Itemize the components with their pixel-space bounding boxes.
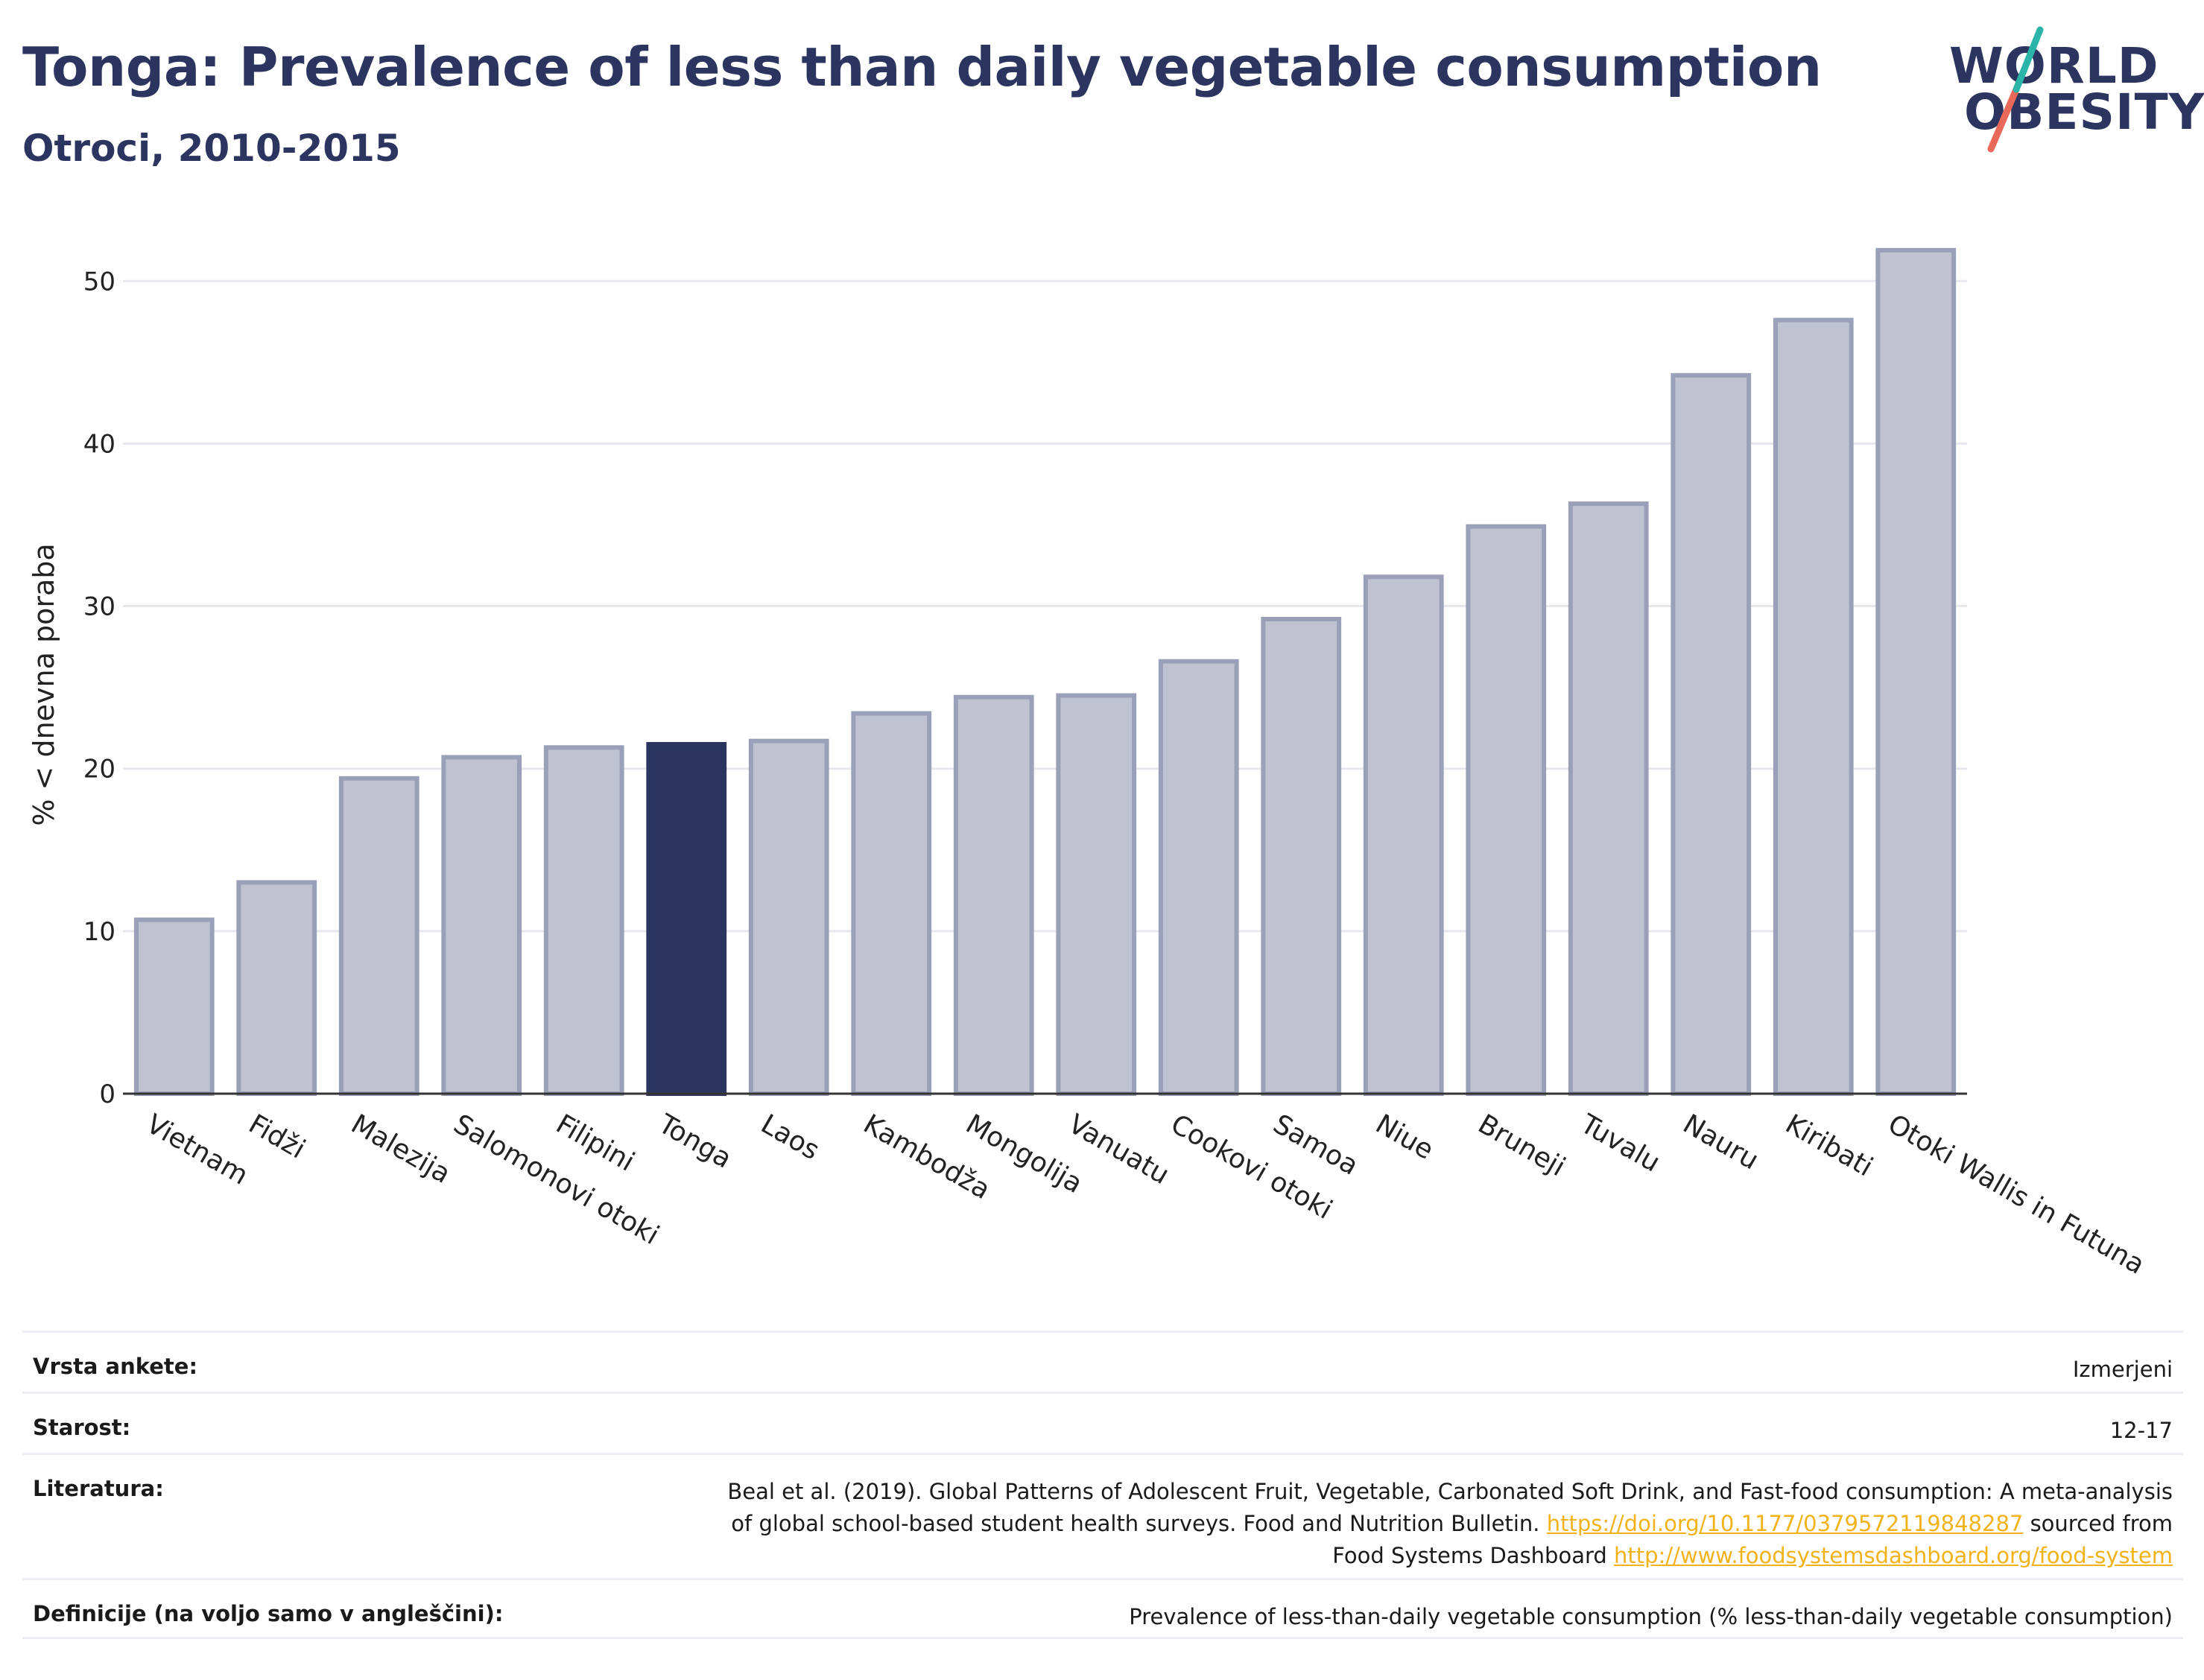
- y-tick-label: 30: [83, 592, 115, 622]
- x-tick-label: Laos: [756, 1109, 824, 1166]
- bar-niue[interactable]: [1363, 574, 1444, 1096]
- y-tick-label: 10: [83, 917, 115, 947]
- bar-vanuatu[interactable]: [1056, 693, 1137, 1096]
- x-tick-label: Nauru: [1678, 1109, 1764, 1176]
- bar-mongolija[interactable]: [953, 694, 1034, 1096]
- survey-type-value: Izmerjeni: [2072, 1357, 2173, 1382]
- food-systems-link[interactable]: http://www.foodsystemsdashboard.org/food…: [1614, 1543, 2173, 1568]
- survey-type-label: Vrsta ankete:: [33, 1354, 198, 1379]
- bar-samoa[interactable]: [1261, 617, 1342, 1096]
- meta-row-literature: Literatura: Beal et al. (2019). Global P…: [22, 1453, 2183, 1578]
- bar-fid-i[interactable]: [236, 880, 317, 1096]
- meta-row-age: Starost: 12-17: [22, 1392, 2183, 1453]
- logo-line-1: WORLD: [1949, 37, 2159, 95]
- meta-row-survey-type: Vrsta ankete: Izmerjeni: [22, 1331, 2183, 1392]
- y-axis-label: % < dnevna poraba: [28, 543, 60, 825]
- literature-label: Literatura:: [33, 1476, 164, 1501]
- logo-slash-top: [2013, 26, 2044, 93]
- bar-vietnam[interactable]: [133, 917, 215, 1096]
- x-tick-label: Vietnam: [141, 1109, 253, 1191]
- y-tick-label: 0: [99, 1080, 115, 1109]
- bar-filipini[interactable]: [543, 745, 624, 1096]
- logo-slash-bottom: [1987, 86, 2020, 153]
- x-tick-label: Fidži: [244, 1109, 311, 1164]
- bars: [133, 247, 1957, 1097]
- x-tick-label: Kiribati: [1780, 1109, 1878, 1182]
- literature-text-1: Beal et al. (2019). Global Patterns of A…: [727, 1479, 2173, 1504]
- x-tick-label: Otoki Wallis in Futuna: [1883, 1109, 2150, 1280]
- bar-cookovi-otoki[interactable]: [1158, 659, 1239, 1096]
- definitions-label: Definicije (na voljo samo v angleščini):: [33, 1601, 504, 1626]
- bar-salomonovi-otoki[interactable]: [441, 755, 522, 1097]
- x-tick-label: Malezija: [346, 1109, 455, 1190]
- bar-kambod-a[interactable]: [851, 711, 932, 1096]
- chart-subtitle: Otroci, 2010-2015: [22, 127, 401, 170]
- x-tick-label: Bruneji: [1473, 1109, 1571, 1182]
- bar-tonga[interactable]: [646, 741, 727, 1097]
- doi-link[interactable]: https://doi.org/10.1177/0379572119848287: [1546, 1511, 2024, 1536]
- x-tick-label: Tuvalu: [1574, 1109, 1665, 1179]
- literature-text-4: Food Systems Dashboard: [1332, 1543, 1615, 1568]
- metadata-table: Vrsta ankete: Izmerjeni Starost: 12-17 L…: [22, 1331, 2183, 1639]
- bar-bruneji[interactable]: [1466, 524, 1547, 1096]
- gridlines: [123, 279, 1967, 933]
- logo-slash-icon: [1987, 26, 2044, 153]
- chart-title: Tonga: Prevalence of less than daily veg…: [22, 36, 1822, 98]
- definitions-value: Prevalence of less-than-daily vegetable …: [1129, 1604, 2173, 1629]
- bar-kiribati[interactable]: [1773, 317, 1854, 1096]
- y-tick-label: 50: [83, 267, 115, 297]
- x-tick-label: Niue: [1370, 1109, 1438, 1165]
- literature-text-2: of global school-based student health su…: [731, 1511, 1547, 1536]
- x-tick-label: Tonga: [653, 1109, 737, 1175]
- bar-laos[interactable]: [748, 738, 829, 1096]
- bar-otoki-wallis-in-futuna[interactable]: [1875, 247, 1957, 1096]
- literature-text-3: sourced from: [2023, 1511, 2173, 1536]
- literature-value: Beal et al. (2019). Global Patterns of A…: [727, 1476, 2173, 1572]
- bar-nauru[interactable]: [1671, 373, 1752, 1097]
- bar-tuvalu[interactable]: [1568, 501, 1649, 1097]
- y-tick-label: 40: [83, 429, 115, 459]
- world-obesity-logo[interactable]: WORLD OBESITY: [1937, 22, 2204, 156]
- y-tick-label: 20: [83, 755, 115, 784]
- age-label: Starost:: [33, 1415, 131, 1440]
- age-value: 12-17: [2109, 1418, 2173, 1443]
- bar-malezija[interactable]: [338, 776, 419, 1096]
- meta-row-definitions: Definicije (na voljo samo v angleščini):…: [22, 1578, 2183, 1639]
